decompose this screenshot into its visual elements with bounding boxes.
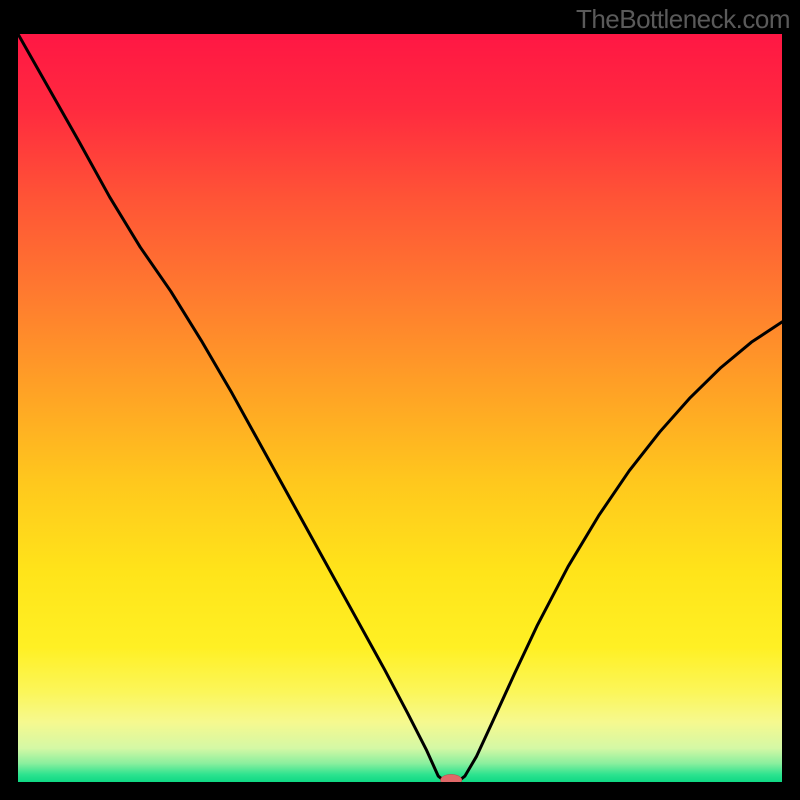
watermark-text: TheBottleneck.com (576, 4, 790, 35)
chart-svg (18, 34, 782, 782)
bottleneck-chart (18, 34, 782, 782)
gradient-background (18, 34, 782, 782)
chart-frame: TheBottleneck.com (0, 0, 800, 800)
